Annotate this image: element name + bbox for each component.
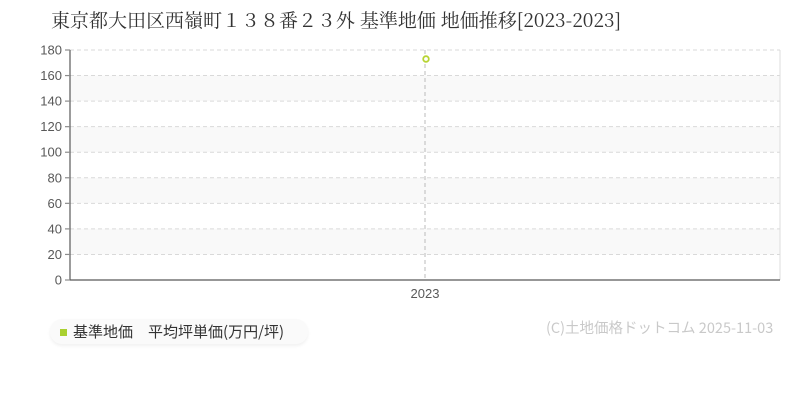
svg-text:120: 120 <box>40 119 62 134</box>
svg-text:180: 180 <box>40 43 62 58</box>
svg-text:40: 40 <box>48 221 62 236</box>
svg-text:60: 60 <box>48 196 62 211</box>
svg-text:80: 80 <box>48 170 62 185</box>
svg-text:100: 100 <box>40 145 62 160</box>
svg-text:2023: 2023 <box>411 286 440 301</box>
svg-text:160: 160 <box>40 68 62 83</box>
svg-text:140: 140 <box>40 94 62 109</box>
svg-text:20: 20 <box>48 247 62 262</box>
svg-text:0: 0 <box>55 273 62 288</box>
